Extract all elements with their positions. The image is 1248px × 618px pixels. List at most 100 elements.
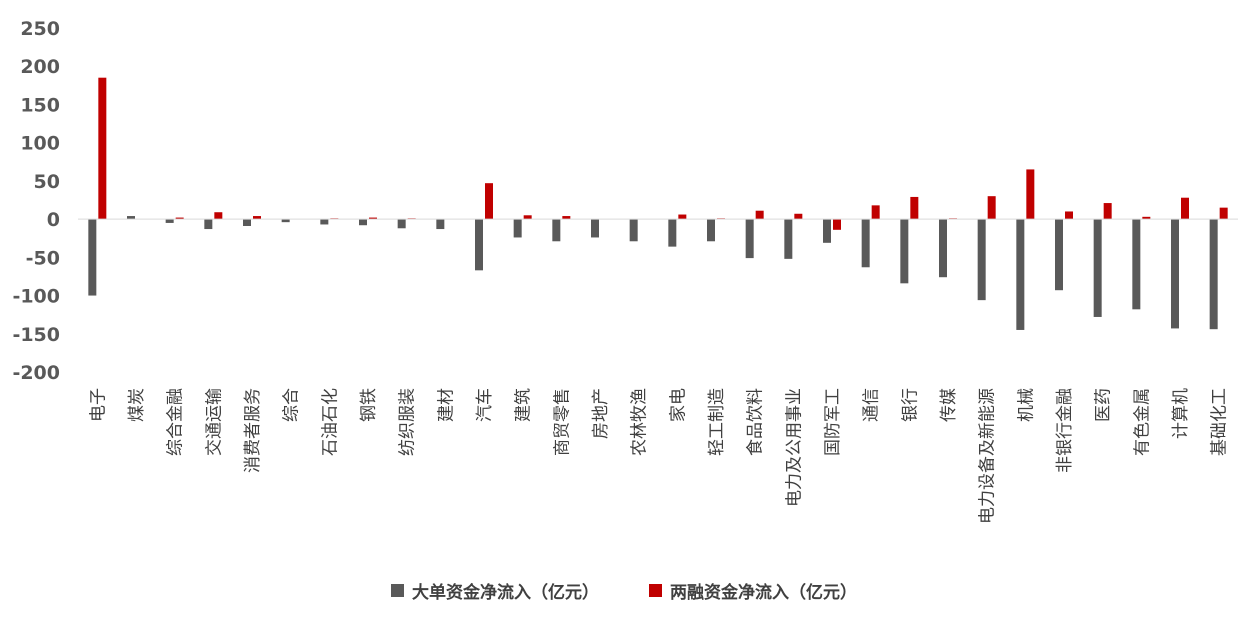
x-category-label: 纺织服装 <box>398 388 418 456</box>
bar-large-order <box>861 219 870 268</box>
x-category-label: 银行 <box>900 388 920 422</box>
bar-margin <box>485 183 493 220</box>
bar-margin <box>1065 211 1073 220</box>
bar-margin <box>523 215 532 220</box>
x-category-label: 非银行金融 <box>1055 388 1075 473</box>
bar-margin <box>369 217 377 220</box>
legend-label-large-order: 大单资金净流入（亿元） <box>412 583 599 603</box>
x-category-label: 有色金属 <box>1132 388 1152 456</box>
x-category-label: 综合金融 <box>166 388 186 456</box>
bar-large-order <box>668 219 677 247</box>
bar-large-order <box>475 219 483 271</box>
x-axis-labels: 电子 煤炭 综合金融 交通运输 消费者服务 综合 石油石化 钢铁 纺织服装 建材 汽车 建筑 商贸零售房… <box>88 388 1229 524</box>
y-tick-label: 0 <box>47 209 60 231</box>
y-tick-label: 150 <box>20 94 60 116</box>
x-category-label: 交通运输 <box>204 388 224 456</box>
bar-margin <box>1026 169 1035 220</box>
x-category-label: 煤炭 <box>127 388 147 422</box>
bar-large-order <box>1132 219 1141 310</box>
bar-large-order <box>629 219 638 242</box>
x-category-label: 机械 <box>1016 388 1036 422</box>
legend-item-margin: 两融资金净流入（亿元） <box>649 578 857 603</box>
y-axis: 250 200 150 100 50 0 -50 -100 -150 -200 <box>12 18 60 384</box>
bar-large-order <box>1171 219 1179 329</box>
legend: 大单资金净流入（亿元） 两融资金净流入（亿元） <box>0 578 1248 603</box>
bar-large-order <box>1093 219 1102 317</box>
x-category-label: 计算机 <box>1171 388 1191 439</box>
x-category-label: 食品饮料 <box>746 388 766 456</box>
bar-margin <box>910 196 919 220</box>
x-category-label: 医药 <box>1094 388 1114 422</box>
x-category-label: 电力及公用事业 <box>784 388 804 507</box>
x-category-label: 国防军工 <box>823 388 843 456</box>
x-category-label: 传媒 <box>939 388 959 422</box>
bar-margin <box>1103 203 1112 220</box>
bar-margin <box>1219 207 1228 220</box>
x-category-label: 建筑 <box>514 388 534 422</box>
bar-large-order <box>707 219 715 242</box>
bar-large-order <box>281 219 290 223</box>
x-category-label: 石油石化 <box>320 388 340 456</box>
legend-swatch-large-order <box>391 584 404 597</box>
bar-large-order <box>204 219 213 230</box>
x-category-label: 消费者服务 <box>243 388 263 473</box>
bar-margin <box>678 214 687 220</box>
bar-margin <box>562 216 571 220</box>
y-tick-label: -200 <box>12 362 60 384</box>
x-category-label: 建材 <box>436 388 456 422</box>
bar-large-order <box>397 219 406 229</box>
bar-large-order <box>127 216 135 220</box>
y-tick-label: -50 <box>26 247 60 269</box>
legend-item-large-order: 大单资金净流入（亿元） <box>391 578 599 603</box>
x-category-label: 农林牧渔 <box>630 388 650 456</box>
x-category-label: 房地产 <box>591 388 611 439</box>
x-category-label: 通信 <box>862 388 882 422</box>
bar-large-order <box>1016 219 1025 330</box>
bar-margin <box>794 213 803 220</box>
x-category-label: 轻工制造 <box>707 388 727 456</box>
bar-large-order <box>939 219 947 278</box>
bar-chart: 250 200 150 100 50 0 -50 -100 -150 -200 电子 煤炭 综合金融交… <box>12 18 1238 524</box>
legend-swatch-margin <box>649 584 662 597</box>
bar-large-order <box>320 219 329 225</box>
bar-large-order <box>243 219 251 226</box>
y-tick-label: 50 <box>34 171 60 193</box>
bar-large-order <box>165 219 174 223</box>
bar-series <box>88 77 1228 330</box>
bar-large-order <box>513 219 522 238</box>
x-category-label: 商贸零售 <box>552 388 572 456</box>
bar-large-order <box>745 219 754 259</box>
y-tick-label: -150 <box>12 324 60 346</box>
x-category-label: 汽车 <box>475 388 495 422</box>
bar-margin <box>98 77 107 220</box>
bar-large-order <box>784 219 793 259</box>
bar-large-order <box>977 219 986 301</box>
y-tick-label: -100 <box>12 286 60 308</box>
bar-large-order <box>436 219 445 230</box>
x-category-label: 家电 <box>668 388 688 422</box>
legend-label-margin: 两融资金净流入（亿元） <box>670 583 857 603</box>
bar-margin <box>1181 197 1189 220</box>
y-tick-label: 100 <box>20 133 60 155</box>
bar-margin <box>987 196 996 220</box>
bar-margin <box>175 217 184 220</box>
bar-large-order <box>552 219 561 242</box>
bar-margin <box>1142 216 1151 220</box>
bar-large-order <box>823 219 831 243</box>
bar-margin <box>871 205 880 220</box>
bar-margin <box>755 210 764 220</box>
bar-large-order <box>359 219 367 226</box>
y-tick-label: 200 <box>20 56 60 78</box>
bar-margin <box>214 212 223 220</box>
x-category-label: 电子 <box>88 388 108 422</box>
bar-large-order <box>900 219 909 284</box>
bar-large-order <box>591 219 599 238</box>
bar-large-order <box>1209 219 1218 330</box>
bar-large-order <box>1055 219 1063 291</box>
x-category-label: 钢铁 <box>359 388 379 422</box>
bar-large-order <box>88 219 97 296</box>
x-category-label: 基础化工 <box>1210 388 1230 456</box>
x-category-label: 综合 <box>282 388 302 422</box>
x-category-label: 电力设备及新能源 <box>978 388 998 524</box>
bar-margin <box>833 219 841 230</box>
